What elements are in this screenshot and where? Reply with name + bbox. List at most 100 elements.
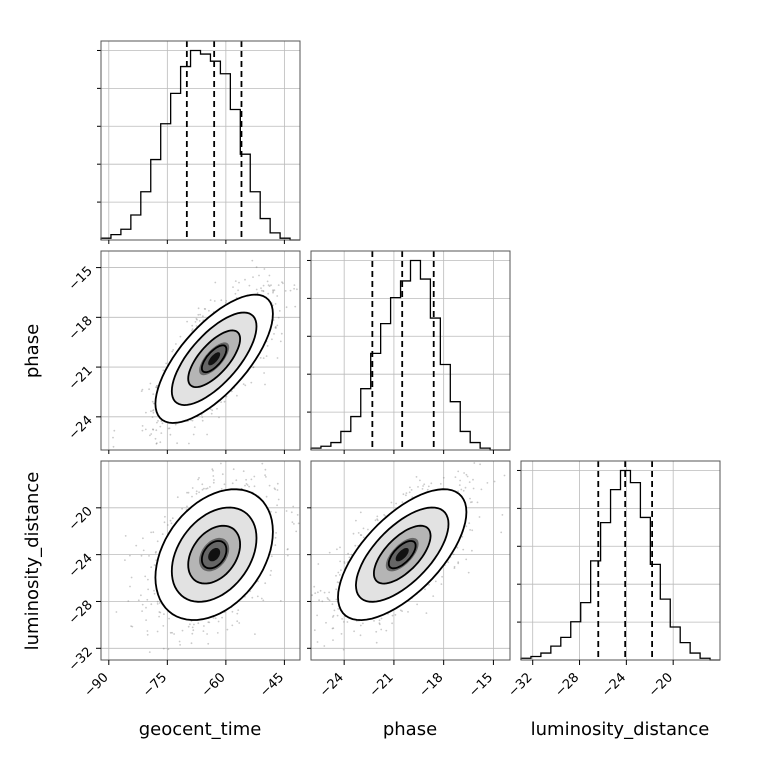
sample-point [145,619,148,621]
sample-point [152,411,155,414]
sample-point [471,529,474,532]
sample-point [264,474,266,477]
sample-point [457,470,460,473]
hist-panel-dist [517,460,721,661]
sample-point [236,612,239,615]
sample-point [469,501,472,504]
sample-point [140,554,143,557]
sample-point [359,624,362,627]
sample-point [278,310,281,312]
sample-point [277,498,280,501]
sample-point [157,420,159,422]
sample-point [162,647,165,650]
hist-step-geo [100,49,300,241]
sample-point [378,622,381,625]
sample-point [339,560,341,563]
sample-point [234,292,237,295]
sample-point [313,629,316,632]
sample-point [376,518,378,520]
sample-point [245,483,248,485]
sample-point [287,548,289,550]
sample-point [258,274,260,277]
sample-point [193,623,195,626]
sample-point [274,326,277,329]
sample-point [224,302,227,304]
sample-point [290,511,293,514]
sample-point [158,615,161,618]
sample-point [191,495,193,498]
sample-point [263,372,265,374]
sample-point [246,484,249,486]
sample-point [434,580,437,583]
sample-point [206,433,209,436]
hist-frame-geo [100,40,301,241]
sample-point [328,599,331,602]
sample-point [452,553,455,556]
sample-point [277,316,280,319]
sample-point [251,259,254,262]
sample-point [169,519,172,522]
sample-point [352,532,355,535]
sample-point [273,487,276,490]
sample-point [131,625,134,628]
sample-point [313,585,316,588]
sample-point [343,562,346,564]
sample-point [465,525,468,528]
contour-line-geo-phase-3 [201,344,228,374]
sample-point [277,284,280,286]
sample-point [266,345,269,347]
sample-point [251,596,254,599]
sample-point [337,608,340,610]
sample-point [190,642,193,645]
sample-point [440,583,443,585]
sample-point [248,485,251,488]
sample-point [225,395,228,398]
sample-point [113,429,116,432]
sample-point [285,306,288,309]
sample-point [187,625,190,628]
sample-point [468,522,471,524]
sample-point [173,633,176,635]
sample-point [359,634,362,637]
sample-point [152,531,155,534]
sample-point [176,442,179,445]
sample-point [292,505,295,508]
sample-point [142,549,145,552]
sample-point [206,633,209,635]
sample-point [169,433,172,436]
sample-point [286,554,289,557]
sample-point [130,625,133,627]
sample-point [323,591,326,594]
sample-point [456,546,459,549]
sample-point [264,582,267,585]
sample-point [150,603,153,606]
sample-point [362,527,365,530]
sample-point [211,468,214,471]
sample-point [270,569,272,572]
sample-point [171,631,174,634]
sample-point [193,426,196,428]
sample-point [146,633,149,636]
sample-point [342,648,345,651]
sample-point [191,419,194,422]
sample-point [156,603,159,605]
sample-point [212,475,215,477]
sample-point [171,350,174,353]
y-axis-label-phase: phase [22,324,43,378]
sample-point [204,308,207,310]
sample-point [291,521,294,524]
sample-point [453,565,456,568]
sample-point [159,425,162,428]
sample-point [279,600,282,602]
sample-point [161,533,164,535]
sample-point [459,479,461,482]
sample-point [359,511,362,514]
sample-point [207,642,210,645]
sample-point [341,618,343,620]
sample-point [272,290,275,293]
sample-point [195,490,198,493]
sample-point [191,487,194,489]
sample-point [428,583,430,586]
sample-point [148,388,151,391]
